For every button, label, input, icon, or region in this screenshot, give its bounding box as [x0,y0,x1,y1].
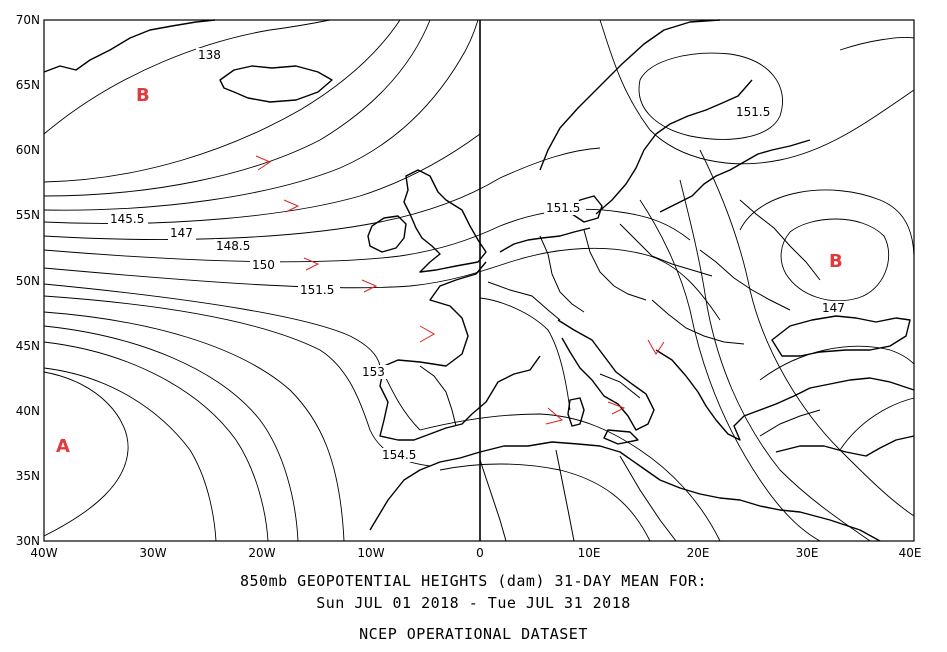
contour-label-153: 153 [362,365,385,379]
geopotential-height-map: 70N 65N 60N 55N 50N 45N 40N 35N 30N 40W … [16,13,922,560]
contour-label-148-5: 148.5 [216,239,250,253]
pressure-centres: B A B [56,85,843,457]
wind-arrow [303,257,320,271]
lon-label-40w: 40W [30,546,57,560]
longitude-axis: 40W 30W 20W 10W 0 10E 20E 30E 40E [30,546,921,560]
contour-label-138: 138 [198,48,221,62]
lat-label-55n: 55N [16,208,40,222]
contour-label-151-5-north-sea: 151.5 [546,201,580,215]
lat-label-45n: 45N [16,339,40,353]
lon-label-10e: 10E [578,546,601,560]
lon-label-20w: 20W [248,546,275,560]
contour-label-147: 147 [170,226,193,240]
contour-labels: 138 145.5 147 148.5 150 151.5 153 154.5 … [108,48,850,462]
lat-label-50n: 50N [16,274,40,288]
caption-dataset: NCEP OPERATIONAL DATASET [359,625,588,643]
lon-label-20e: 20E [687,546,710,560]
height-contours [43,19,915,542]
contour-label-145-5: 145.5 [110,212,144,226]
wind-arrow [419,325,436,343]
wind-arrow [545,407,564,425]
lon-label-40e: 40E [899,546,922,560]
map-frame [43,19,915,542]
lon-label-0: 0 [476,546,484,560]
lat-label-70n: 70N [16,13,40,27]
lat-label-35n: 35N [16,469,40,483]
wind-arrow [647,339,665,355]
country-borders [419,199,821,542]
contour-label-150: 150 [252,258,275,272]
contour-label-151-5-scandinavia: 151.5 [736,105,770,119]
wind-arrows [255,155,665,425]
wind-arrow [283,199,300,213]
contour-label-151-5: 151.5 [300,283,334,297]
caption-title: 850mb GEOPOTENTIAL HEIGHTS (dam) 31-DAY … [239,572,707,590]
lat-label-60n: 60N [16,143,40,157]
lon-label-30e: 30E [796,546,819,560]
low-centre-iceland: B [136,85,150,106]
wind-arrow [255,155,272,171]
lat-label-65n: 65N [16,78,40,92]
high-centre-azores: A [56,436,70,457]
contour-label-147-east: 147 [822,301,845,315]
caption-date-range: Sun JUL 01 2018 - Tue JUL 31 2018 [316,594,631,612]
low-centre-east: B [829,251,843,272]
wind-arrow [607,401,626,415]
lon-label-30w: 30W [139,546,166,560]
coastlines [43,19,915,542]
lat-label-30n: 30N [16,534,40,548]
lon-label-10w: 10W [357,546,384,560]
contour-label-154-5: 154.5 [382,448,416,462]
wind-arrow [361,279,378,293]
lat-label-40n: 40N [16,404,40,418]
latitude-axis: 70N 65N 60N 55N 50N 45N 40N 35N 30N [16,13,40,548]
